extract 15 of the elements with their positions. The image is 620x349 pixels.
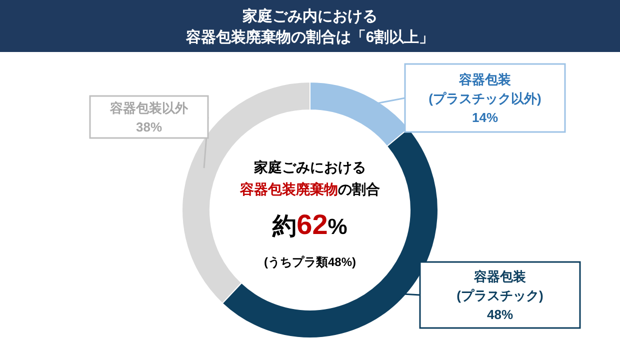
text: 容器包装廃棄物 (239, 181, 338, 197)
slice-label: 容器包装 (プラスチック以外) (428, 72, 542, 106)
text: 約 (272, 213, 297, 240)
text: % (328, 214, 348, 239)
text: (うちプラ類48%) (264, 255, 356, 269)
data-label: 48% (486, 307, 514, 322)
slice-label: 容器包装以外 (109, 100, 189, 116)
text: の割合 (338, 181, 380, 197)
chart-subtitle: 容器包装廃棄物の割合は「6割以上」 (184, 28, 434, 46)
chart-title: 家庭ごみ内における (242, 7, 378, 25)
data-label: 38% (136, 120, 162, 134)
slice-label: 容器包装 (プラスチック) (456, 269, 544, 303)
text: 家庭ごみにおける (253, 159, 366, 175)
text: 62 (296, 209, 328, 240)
data-label: 14% (472, 110, 498, 125)
